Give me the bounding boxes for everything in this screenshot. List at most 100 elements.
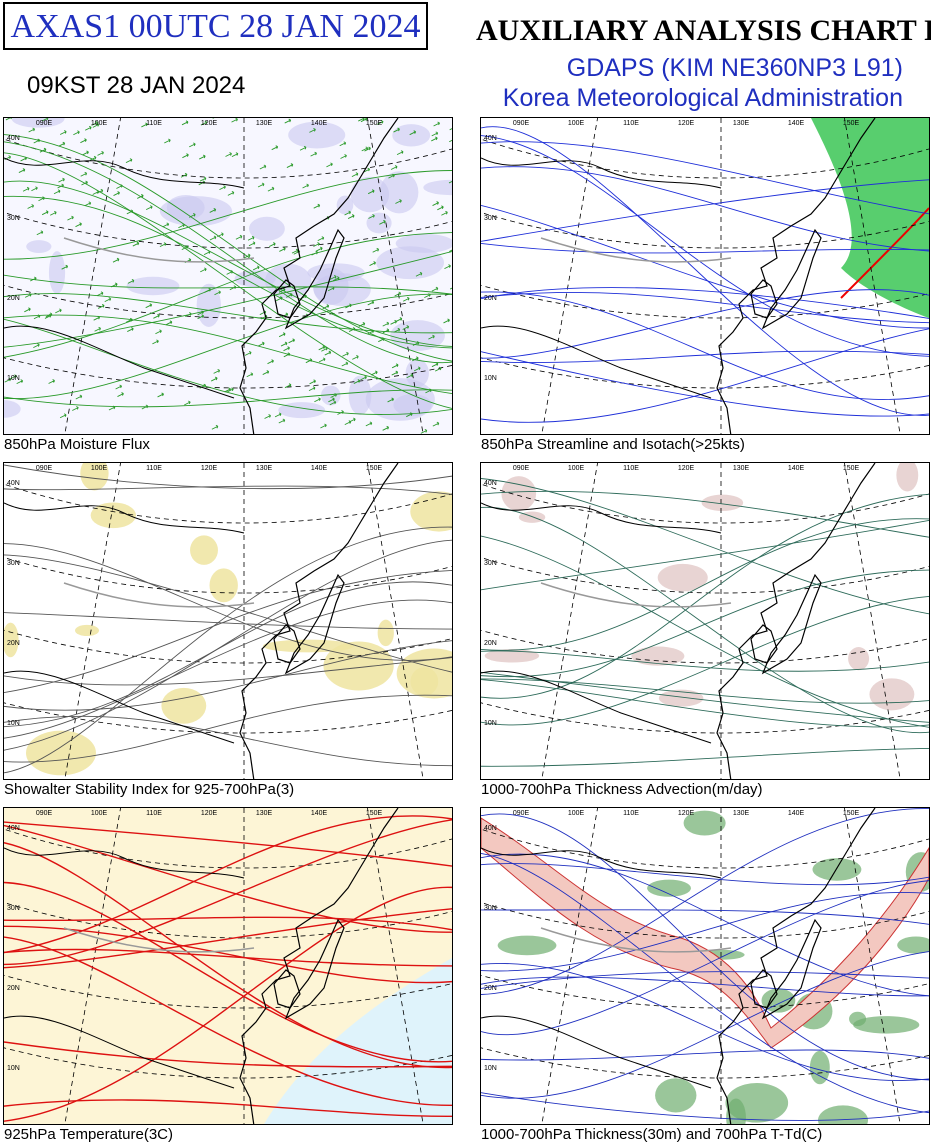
flux-arrow [55, 308, 62, 314]
flux-arrow [365, 421, 373, 427]
flux-arrow [309, 379, 316, 385]
flux-arrow [339, 141, 347, 147]
agency: Korea Meteorological Administration [502, 84, 903, 112]
flux-arrow [368, 214, 375, 219]
longitude-label: 150E [366, 120, 383, 127]
contour-line [481, 650, 929, 672]
coastline [481, 157, 722, 399]
flux-arrow [213, 368, 221, 374]
moisture-area [376, 246, 444, 280]
flux-arrow [125, 317, 133, 323]
contour-line [4, 916, 452, 931]
contour-line [481, 951, 929, 1099]
flux-arrow [332, 276, 340, 282]
flux-arrow [299, 145, 307, 151]
flux-arrow [155, 329, 162, 335]
flux-arrow [248, 241, 256, 247]
longitude-label: 110E [146, 465, 162, 472]
contour-line [4, 464, 452, 490]
flux-arrow [425, 388, 432, 394]
flux-arrow [10, 374, 17, 380]
isotach-area [811, 118, 929, 318]
flux-arrow [441, 210, 448, 216]
coastline [239, 118, 399, 434]
flux-arrow [402, 296, 410, 302]
flux-arrow [291, 248, 299, 254]
flux-arrow [132, 241, 140, 247]
flux-arrow [180, 172, 188, 178]
moisture-area [26, 240, 52, 253]
moist-area [853, 1016, 920, 1034]
flux-arrow [246, 372, 254, 378]
flux-arrow [53, 189, 61, 195]
flux-arrow [424, 293, 431, 299]
contour-line [481, 506, 929, 733]
flux-arrow [104, 297, 112, 303]
flux-arrow [434, 366, 442, 372]
flux-arrow [347, 214, 355, 219]
flux-arrow [28, 127, 36, 133]
longitude-label: 120E [201, 465, 218, 472]
moist-area [497, 935, 557, 956]
flux-arrow [431, 362, 439, 368]
flux-arrow [4, 377, 12, 383]
panel-caption: 850hPa Moisture Flux [4, 436, 150, 453]
flux-arrow [376, 120, 384, 125]
longitude-line [844, 808, 901, 1124]
moisture-area [350, 176, 390, 213]
latitude-label: 20N [7, 985, 20, 992]
longitude-label: 120E [201, 810, 218, 817]
moisture-area [392, 124, 431, 147]
flux-arrow [394, 291, 402, 297]
flux-arrow [5, 118, 12, 121]
contour-line [4, 821, 452, 867]
border-line [63, 582, 255, 608]
coastline [750, 279, 778, 319]
flux-arrow [227, 190, 235, 196]
flux-arrow [353, 379, 361, 384]
latitude-label: 30N [484, 215, 497, 222]
flux-arrow [431, 286, 439, 292]
flux-arrow [269, 242, 276, 247]
flux-arrow [329, 400, 337, 406]
flux-arrow [420, 429, 428, 434]
flux-arrow [390, 165, 398, 170]
contour-line [4, 570, 452, 694]
panel-caption: 1000-700hPa Thickness(30m) and 700hPa T-… [481, 1126, 823, 1143]
flux-arrow [33, 314, 41, 320]
flux-arrow [203, 250, 211, 256]
longitude-label: 120E [678, 810, 695, 817]
contour-line [481, 976, 929, 997]
moisture-area [423, 179, 452, 196]
flux-arrow [280, 341, 288, 347]
flux-arrow [382, 328, 390, 334]
coastline [761, 918, 822, 1020]
moisture-area [11, 118, 65, 128]
longitude-label: 150E [366, 810, 383, 817]
flux-arrow [322, 304, 330, 310]
flux-arrow [367, 300, 375, 306]
longitude-label: 090E [513, 810, 530, 817]
flux-arrow [211, 424, 219, 430]
longitude-label: 120E [678, 465, 695, 472]
contour-line [4, 134, 452, 362]
flux-arrow [274, 412, 282, 418]
flux-arrow [342, 351, 349, 357]
flux-arrow [244, 350, 252, 356]
flux-arrow [262, 370, 270, 375]
flux-arrow [73, 130, 80, 136]
flux-arrow [93, 315, 101, 321]
contour-line [4, 908, 452, 969]
contour-line [4, 1099, 452, 1117]
flux-arrow [210, 376, 218, 382]
longitude-label: 110E [623, 810, 639, 817]
flux-arrow [415, 271, 423, 277]
latitude-label: 30N [7, 905, 20, 912]
flux-arrow [75, 222, 82, 228]
flux-arrow [30, 276, 37, 282]
flux-arrow [181, 120, 189, 126]
longitude-label: 140E [788, 465, 805, 472]
contour-line [481, 287, 929, 319]
flux-arrow [16, 379, 24, 385]
coastline [239, 463, 399, 779]
